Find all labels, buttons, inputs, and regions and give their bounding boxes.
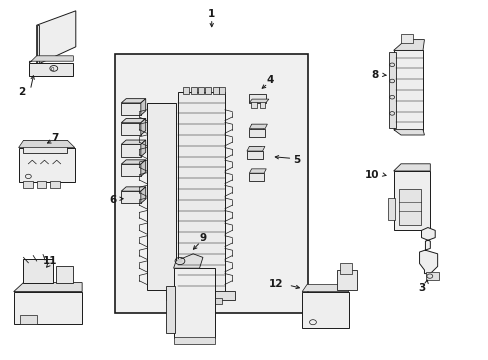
Bar: [259, 101, 264, 108]
Bar: [400, 34, 412, 43]
Bar: [173, 337, 215, 344]
Bar: [393, 171, 429, 230]
Text: 1: 1: [208, 9, 215, 19]
Polygon shape: [141, 118, 145, 135]
Bar: [393, 50, 422, 130]
Text: 0: 0: [50, 67, 54, 72]
Bar: [121, 123, 141, 135]
Polygon shape: [121, 118, 145, 123]
Polygon shape: [393, 130, 424, 135]
Polygon shape: [141, 187, 145, 203]
Bar: [249, 129, 264, 137]
Bar: [37, 181, 46, 188]
Text: 11: 11: [43, 256, 58, 266]
Bar: [121, 164, 141, 176]
Bar: [190, 87, 196, 94]
Polygon shape: [173, 254, 203, 268]
Polygon shape: [121, 140, 145, 144]
Bar: [249, 94, 265, 103]
Text: 7: 7: [51, 132, 59, 143]
Bar: [205, 87, 211, 94]
Bar: [387, 198, 394, 220]
Polygon shape: [141, 160, 145, 176]
Bar: [23, 181, 33, 188]
Bar: [146, 103, 176, 290]
Polygon shape: [29, 56, 73, 63]
Circle shape: [177, 259, 182, 263]
Bar: [248, 147, 261, 151]
Polygon shape: [393, 40, 424, 50]
Bar: [388, 52, 395, 128]
Text: 3: 3: [417, 283, 425, 293]
Bar: [250, 169, 262, 173]
Text: 9: 9: [199, 233, 206, 243]
Polygon shape: [249, 169, 265, 173]
Bar: [14, 292, 82, 324]
Text: 8: 8: [371, 70, 378, 80]
Bar: [178, 92, 224, 293]
Polygon shape: [419, 228, 437, 274]
Bar: [23, 259, 53, 283]
Bar: [166, 291, 234, 300]
Polygon shape: [121, 99, 145, 103]
Text: 2: 2: [18, 87, 25, 97]
Bar: [19, 148, 75, 182]
Polygon shape: [121, 160, 145, 164]
Bar: [173, 298, 222, 304]
Bar: [198, 87, 203, 94]
Bar: [115, 54, 307, 313]
Polygon shape: [37, 11, 76, 65]
Bar: [121, 191, 141, 203]
Text: 5: 5: [293, 155, 300, 165]
Bar: [37, 25, 39, 65]
Bar: [219, 87, 224, 94]
Bar: [251, 101, 256, 108]
Bar: [29, 63, 73, 76]
Bar: [56, 266, 73, 283]
Bar: [23, 140, 67, 153]
Bar: [121, 103, 141, 115]
Text: 10: 10: [364, 170, 378, 180]
Polygon shape: [19, 140, 75, 148]
Polygon shape: [302, 284, 348, 292]
Polygon shape: [393, 164, 429, 171]
Bar: [337, 270, 356, 290]
Bar: [173, 268, 215, 338]
Bar: [302, 292, 348, 328]
Text: 4: 4: [266, 75, 274, 85]
Bar: [50, 181, 60, 188]
Bar: [339, 263, 351, 274]
Polygon shape: [141, 99, 145, 115]
Bar: [212, 87, 218, 94]
Polygon shape: [249, 124, 267, 129]
Bar: [250, 124, 263, 129]
Bar: [246, 151, 262, 159]
Bar: [20, 315, 37, 324]
Text: 12: 12: [268, 279, 283, 289]
Polygon shape: [121, 187, 145, 191]
Text: 6: 6: [109, 195, 116, 205]
Bar: [121, 144, 141, 157]
Bar: [426, 272, 438, 280]
Bar: [166, 286, 175, 333]
Bar: [249, 173, 264, 181]
Polygon shape: [249, 99, 268, 103]
Polygon shape: [14, 283, 82, 292]
Polygon shape: [246, 147, 264, 151]
Polygon shape: [141, 140, 145, 157]
Bar: [183, 87, 189, 94]
Bar: [398, 189, 420, 225]
